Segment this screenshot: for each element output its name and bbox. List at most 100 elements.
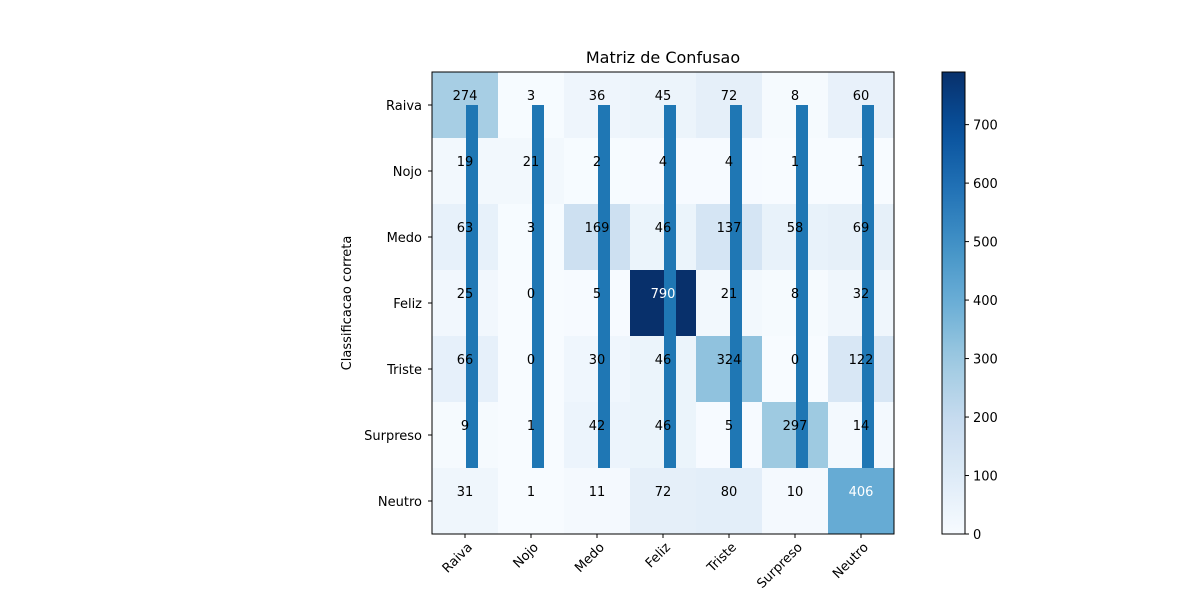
heatmap-cell [432, 204, 499, 271]
cell-value-label: 45 [655, 89, 672, 104]
cell-value-label: 3 [527, 89, 535, 104]
cell-value-label: 72 [655, 485, 672, 500]
heatmap-cell [630, 204, 697, 271]
overlay-bars [466, 105, 874, 468]
heatmap-cell [432, 468, 499, 535]
heatmap-cell [564, 138, 631, 205]
cell-value-label: 30 [589, 353, 606, 368]
heatmap-cell [828, 270, 895, 337]
heatmap-cell [564, 402, 631, 469]
colorbar-tick-label: 700 [973, 119, 998, 134]
heatmap-cell [564, 72, 631, 139]
overlay-bar [730, 105, 742, 468]
cell-value-label: 0 [527, 353, 535, 368]
cell-value-label: 14 [853, 419, 870, 434]
heatmap-cell [564, 468, 631, 535]
cell-value-label: 0 [791, 353, 799, 368]
heatmap-cell [696, 204, 763, 271]
heatmap-cell [696, 138, 763, 205]
cell-value-label: 46 [655, 353, 672, 368]
y-tick-label: Triste [386, 363, 422, 378]
cell-value-label: 9 [461, 419, 469, 434]
colorbar-tick-label: 400 [973, 294, 998, 309]
heatmap-cell [828, 72, 895, 139]
heatmap-cell [762, 402, 829, 469]
cell-value-label: 3 [527, 221, 535, 236]
heatmap-cell [696, 72, 763, 139]
cell-value-label: 406 [849, 485, 874, 500]
y-tick-label: Nojo [393, 165, 422, 180]
cell-value-label: 25 [457, 287, 474, 302]
heatmap-cell [432, 72, 499, 139]
heatmap-cell [696, 468, 763, 535]
heatmap-cell [696, 270, 763, 337]
heatmap-cell [630, 468, 697, 535]
cell-value-label: 32 [853, 287, 870, 302]
colorbar-tick-label: 300 [973, 353, 998, 368]
y-tick-label: Medo [387, 231, 422, 246]
heatmap-cell [696, 336, 763, 403]
cell-value-label: 4 [725, 155, 733, 170]
colorbar-tick-label: 200 [973, 411, 998, 426]
cell-value-label: 5 [593, 287, 601, 302]
y-axis-ticks: Raiva Nojo Medo Feliz Triste Surpreso Neutro [364, 99, 432, 510]
cell-value-label: 72 [721, 89, 738, 104]
heatmap-cell [828, 402, 895, 469]
heatmap-cell [762, 270, 829, 337]
cell-value-label: 1 [527, 419, 535, 434]
heatmap-cells [432, 72, 895, 535]
heatmap-cell [564, 270, 631, 337]
cell-value-label: 31 [457, 485, 474, 500]
heatmap-cell [432, 138, 499, 205]
cell-value-label: 2 [593, 155, 601, 170]
heatmap-cell [828, 468, 895, 535]
y-tick-label: Surpreso [364, 429, 422, 444]
heatmap-cell [498, 72, 565, 139]
overlay-bar [664, 105, 676, 468]
cell-value-label: 1 [791, 155, 799, 170]
cell-value-label: 21 [721, 287, 738, 302]
x-axis-ticks: Raiva Nojo Medo Feliz Triste Surpreso Neutro [440, 534, 872, 592]
cell-value-label: 274 [453, 89, 478, 104]
x-tick-label: Medo [572, 540, 608, 576]
cell-value-label: 790 [651, 287, 676, 302]
x-tick-label: Neutro [830, 540, 872, 582]
cell-value-label: 60 [853, 89, 870, 104]
heatmap-cell [696, 402, 763, 469]
colorbar-ticks: 0 100 200 300 400 500 600 700 [965, 119, 998, 543]
heatmap-cell [630, 138, 697, 205]
cell-value-label: 8 [791, 89, 799, 104]
cell-value-label: 0 [527, 287, 535, 302]
cell-value-label: 21 [523, 155, 540, 170]
cell-value-label: 58 [787, 221, 804, 236]
heatmap-cell [828, 204, 895, 271]
overlay-bar [862, 105, 874, 468]
cell-value-label: 122 [849, 353, 874, 368]
overlay-bar [466, 105, 478, 468]
heatmap-cell [762, 336, 829, 403]
cell-value-label: 42 [589, 419, 606, 434]
y-tick-label: Raiva [386, 99, 422, 114]
heatmap-cell [630, 402, 697, 469]
colorbar-frame [941, 71, 966, 535]
heatmap-cell [630, 270, 697, 337]
cell-value-label: 297 [783, 419, 808, 434]
heatmap-cell [432, 402, 499, 469]
cell-value-label: 137 [717, 221, 742, 236]
overlay-bar [598, 105, 610, 468]
cell-value-label: 46 [655, 221, 672, 236]
heatmap-cell [498, 402, 565, 469]
heatmap-cell [762, 204, 829, 271]
heatmap-cell [432, 270, 499, 337]
colorbar-tick-label: 600 [973, 177, 998, 192]
colorbar-tick-label: 0 [973, 528, 981, 543]
colorbar-tick-label: 500 [973, 236, 998, 251]
cell-value-label: 69 [853, 221, 870, 236]
overlay-bar [532, 105, 544, 468]
x-tick-label: Nojo [511, 540, 542, 571]
cell-value-label: 10 [787, 485, 804, 500]
heatmap-cell [498, 270, 565, 337]
cell-value-label: 4 [659, 155, 667, 170]
cell-value-label: 5 [725, 419, 733, 434]
